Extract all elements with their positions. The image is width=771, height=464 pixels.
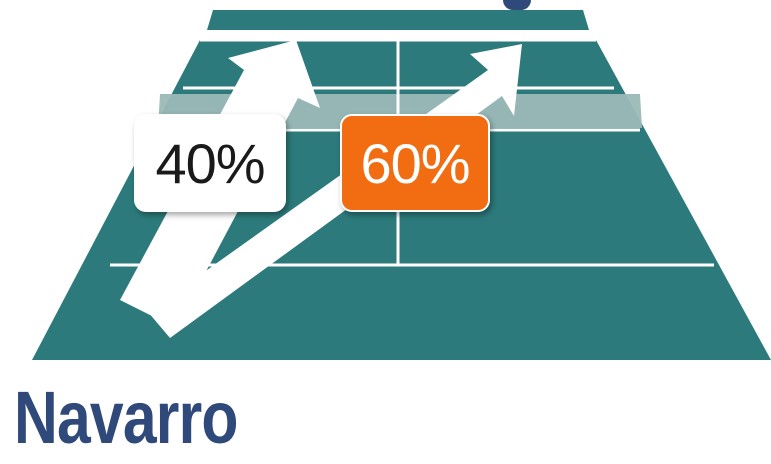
top-notch-decoration <box>503 0 531 10</box>
percentage-box-left: 40% <box>134 114 286 212</box>
percentage-left-label: 40% <box>155 131 265 195</box>
court-far-strip <box>207 10 589 30</box>
percentage-box-right: 60% <box>340 114 490 212</box>
percentage-right-label: 60% <box>360 131 470 195</box>
player-name: Navarro <box>14 376 238 459</box>
